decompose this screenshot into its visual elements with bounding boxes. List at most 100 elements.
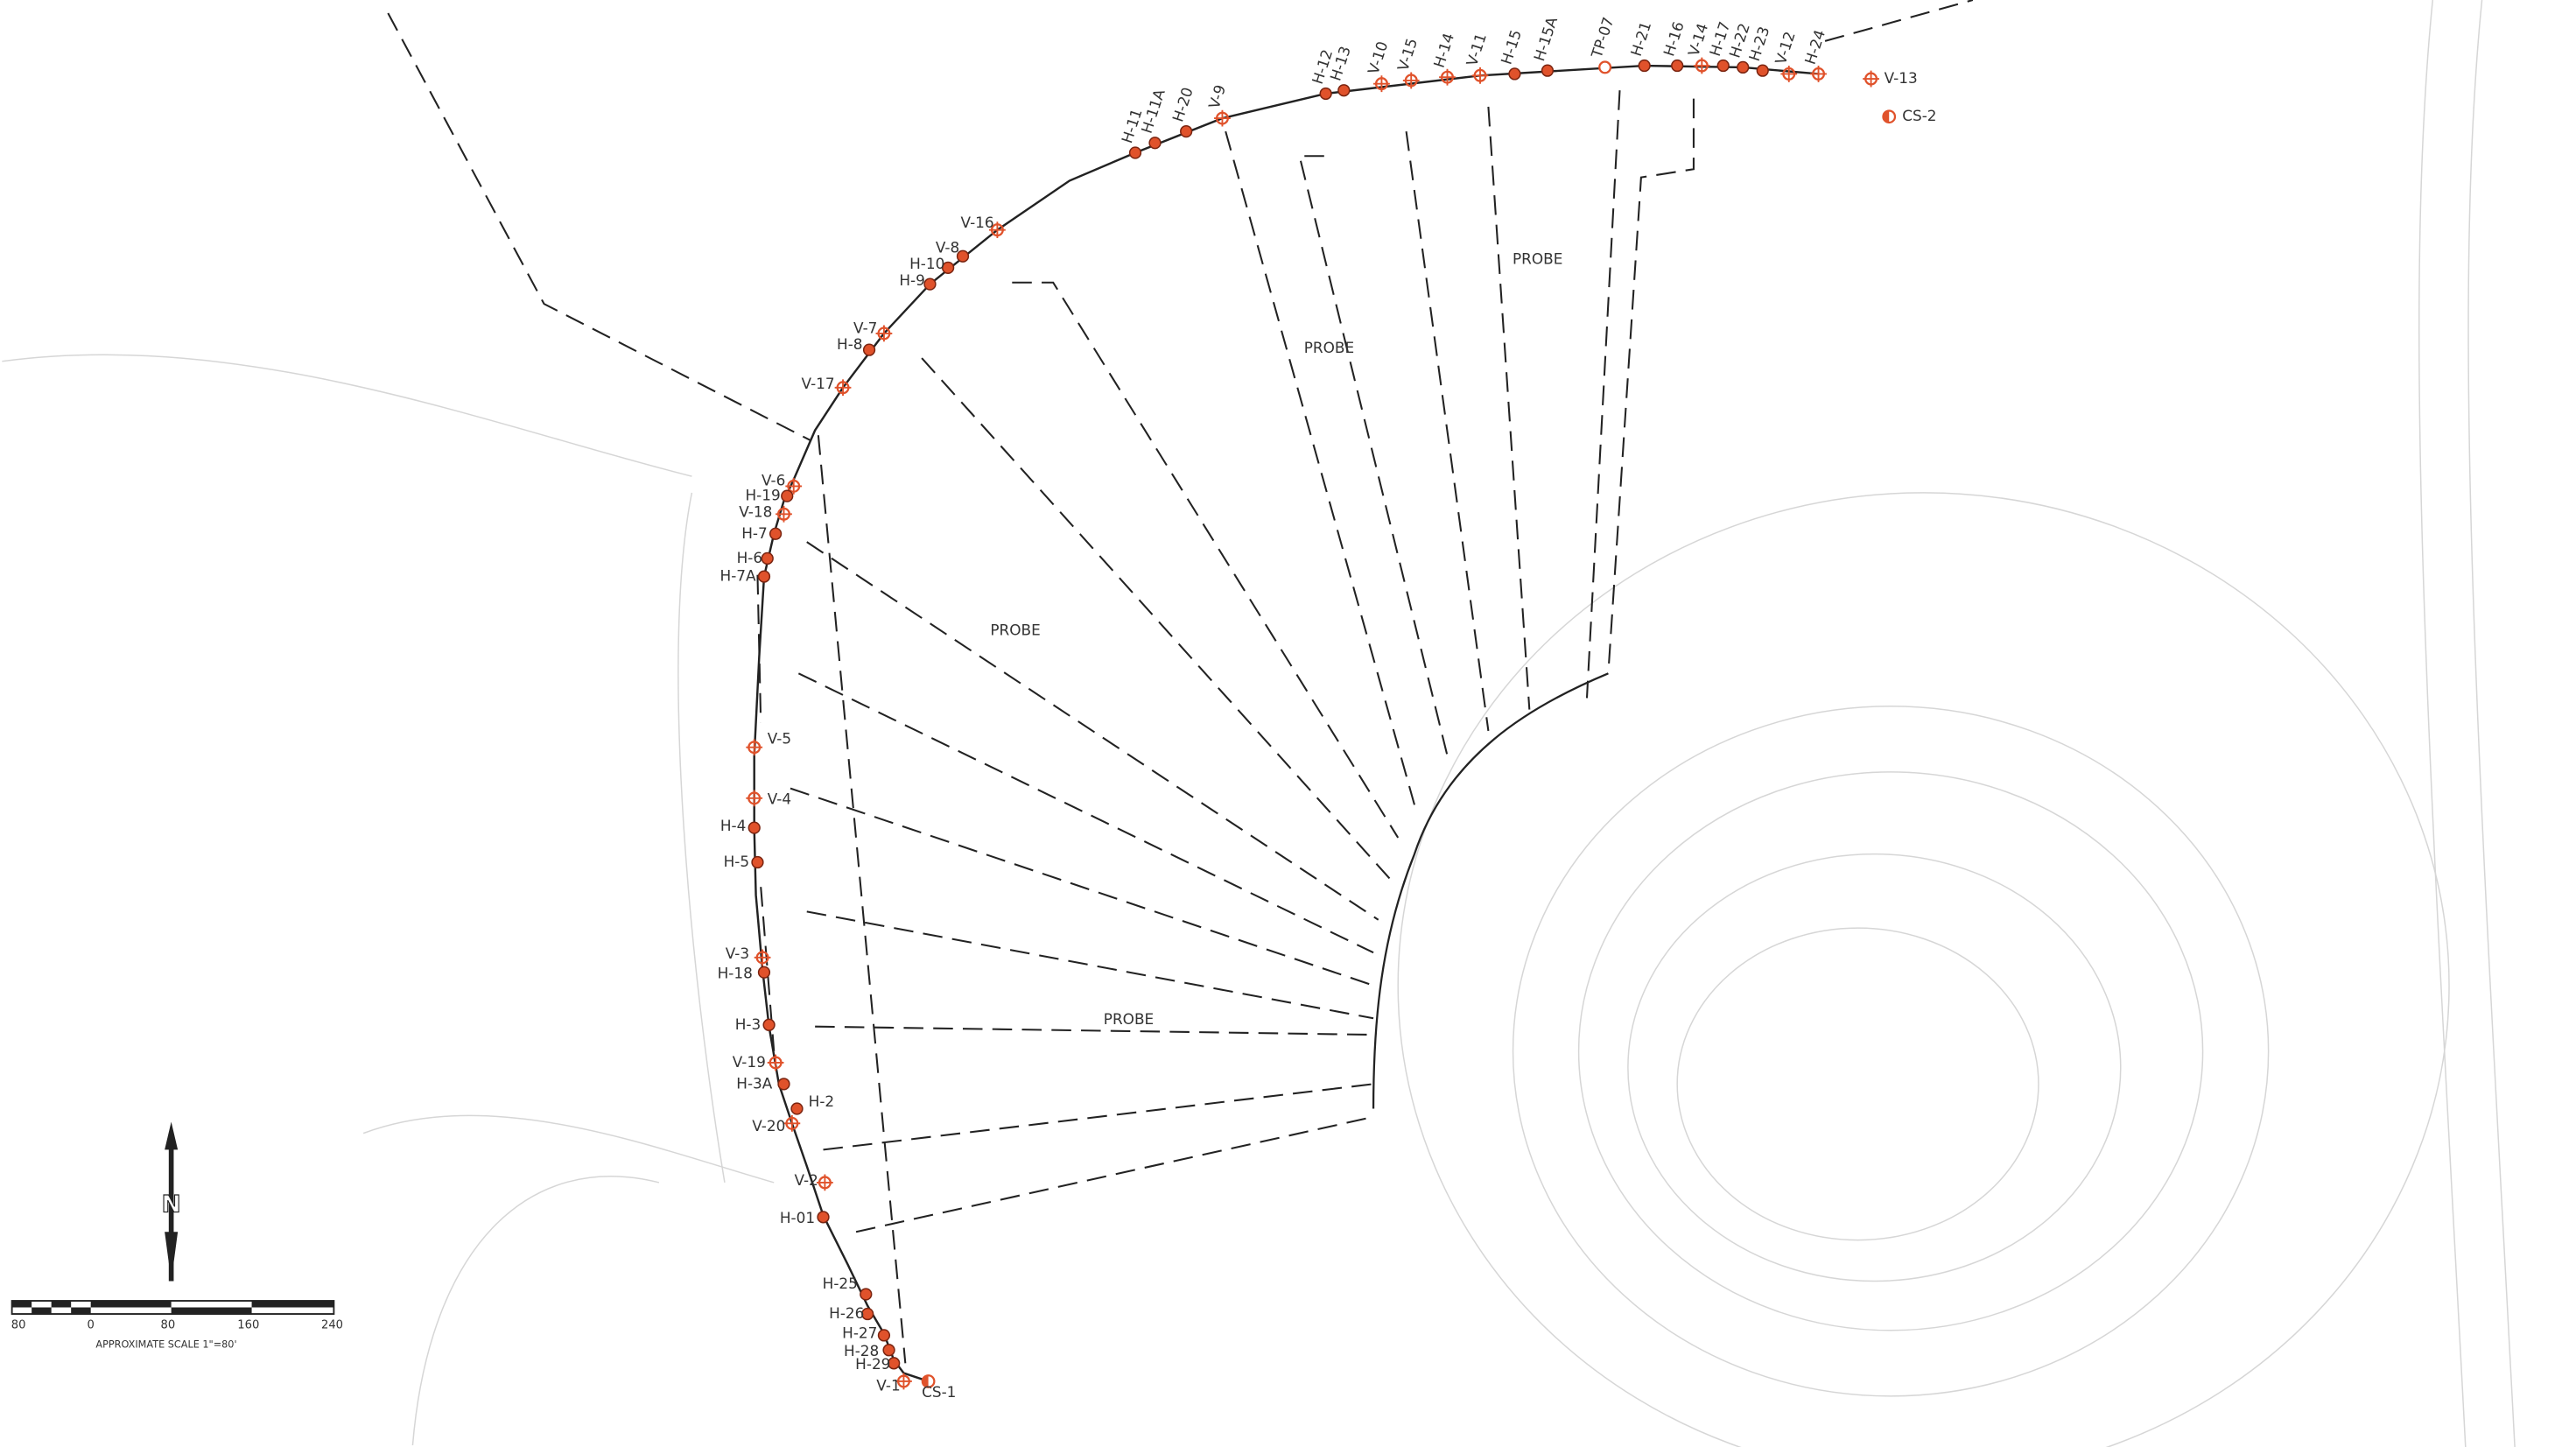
well-point: H-26	[829, 1304, 874, 1322]
well-point: V-15	[1393, 36, 1421, 89]
well-point: H-14	[1430, 31, 1457, 86]
well-dot	[1148, 137, 1162, 150]
vent-cross	[1693, 57, 1710, 74]
well-label: TP-07	[1587, 15, 1617, 60]
vent-cross	[754, 949, 771, 966]
well-point: V-7	[853, 319, 893, 342]
well-label: H-7	[741, 524, 768, 542]
well-label: V-19	[733, 1053, 766, 1071]
scale-tick-label: 80	[11, 1319, 26, 1332]
well-dot	[862, 343, 876, 356]
well-dot	[877, 1329, 891, 1342]
well-point: H-28	[844, 1342, 895, 1359]
well-point: V-10	[1365, 39, 1392, 93]
well-label: V-3	[726, 945, 749, 962]
well-dot	[751, 855, 764, 869]
well-point: H-3	[735, 1015, 776, 1033]
well-point: H-3A	[736, 1074, 790, 1092]
well-point: H-27	[842, 1324, 891, 1342]
well-label: H-6	[737, 549, 763, 566]
well-point: V-4	[746, 790, 791, 808]
well-label: V-12	[1772, 30, 1799, 67]
well-dot	[861, 1307, 874, 1321]
well-point: V-20	[752, 1114, 801, 1134]
well-label: V-16	[961, 214, 994, 231]
vent-cross	[1402, 72, 1420, 89]
well-point: H-7	[741, 524, 783, 542]
vent-cross	[895, 1373, 912, 1390]
well-dot	[1180, 124, 1193, 138]
well-point: H-10	[909, 255, 955, 274]
scale-tick-label: 160	[237, 1319, 259, 1332]
well-label: V-1	[876, 1377, 900, 1394]
scale-tick-label: 80	[161, 1319, 176, 1332]
north-label: N	[162, 1192, 181, 1219]
well-dot	[1541, 64, 1555, 77]
probe-label: PROBE	[1104, 1010, 1154, 1028]
well-dot	[1671, 59, 1684, 73]
well-label: CS-1	[922, 1383, 956, 1401]
well-point: H-19	[745, 487, 794, 504]
well-label: V-10	[1365, 39, 1392, 76]
well-label: V-20	[752, 1117, 785, 1134]
well-markers: H-11H-11A H-20 V-9H-12H-13 V-10 V-15 H-14 V-11…	[718, 14, 1937, 1401]
vent-cross	[1810, 66, 1827, 82]
vent-cross	[989, 221, 1006, 239]
scale-tick-label: 240	[321, 1319, 343, 1332]
well-point: H-18	[718, 965, 771, 982]
well-point: H-5	[724, 853, 764, 870]
well-label: H-14	[1430, 31, 1457, 69]
well-point: H-25	[823, 1275, 873, 1301]
well-point: H-4	[720, 817, 761, 834]
well-point: V-11	[1463, 31, 1490, 84]
well-dot	[762, 1018, 776, 1031]
well-point: H-01	[780, 1209, 830, 1226]
probe-label: PROBE	[1304, 339, 1354, 356]
well-point: TP-07	[1587, 15, 1618, 74]
well-label: H-10	[909, 255, 944, 272]
well-label: H-25	[823, 1275, 858, 1292]
well-label: H-19	[745, 487, 780, 504]
vent-cross	[817, 1174, 833, 1191]
well-dot	[1337, 84, 1351, 97]
well-dot	[882, 1344, 895, 1357]
well-point: V-16	[961, 214, 1006, 239]
vent-cross	[785, 477, 803, 495]
vent-cross	[746, 739, 763, 756]
well-point: V-8	[936, 238, 970, 263]
scale-caption: APPROXIMATE SCALE 1"=80'	[95, 1339, 236, 1351]
well-point: V-13	[1863, 69, 1918, 88]
well-label: H-3A	[736, 1074, 773, 1092]
well-dot	[769, 527, 783, 540]
well-label: V-4	[768, 790, 791, 808]
well-dot	[1756, 64, 1769, 77]
sample-fill	[1883, 110, 1890, 123]
probe-label: PROBE	[990, 621, 1040, 638]
well-dot	[1319, 87, 1332, 101]
well-label: V-11	[1463, 31, 1490, 67]
well-point: V-6	[762, 472, 803, 495]
well-label: V-13	[1885, 69, 1918, 87]
sample-fill	[922, 1375, 929, 1387]
well-point: H-29	[855, 1355, 901, 1373]
well-point: H-15	[1498, 27, 1525, 81]
probe-lines	[387, 0, 1974, 1364]
well-point: CS-1	[921, 1374, 956, 1401]
well-dot	[1638, 59, 1651, 73]
vent-cross	[875, 325, 893, 342]
well-label: V-9	[1205, 82, 1229, 110]
vent-cross	[783, 1114, 801, 1132]
well-label: H-21	[1627, 19, 1654, 58]
well-dot	[790, 1102, 804, 1115]
well-label: V-8	[936, 238, 959, 256]
background-contours	[2, 0, 2516, 1447]
well-label: H-5	[724, 853, 750, 870]
well-point: H-8	[837, 335, 876, 356]
well-dot	[781, 489, 794, 502]
well-dot	[1508, 67, 1521, 81]
well-label: V-5	[768, 729, 791, 747]
well-point: V-19	[733, 1053, 784, 1071]
well-dot	[761, 551, 774, 565]
well-label: H-24	[1801, 27, 1828, 66]
